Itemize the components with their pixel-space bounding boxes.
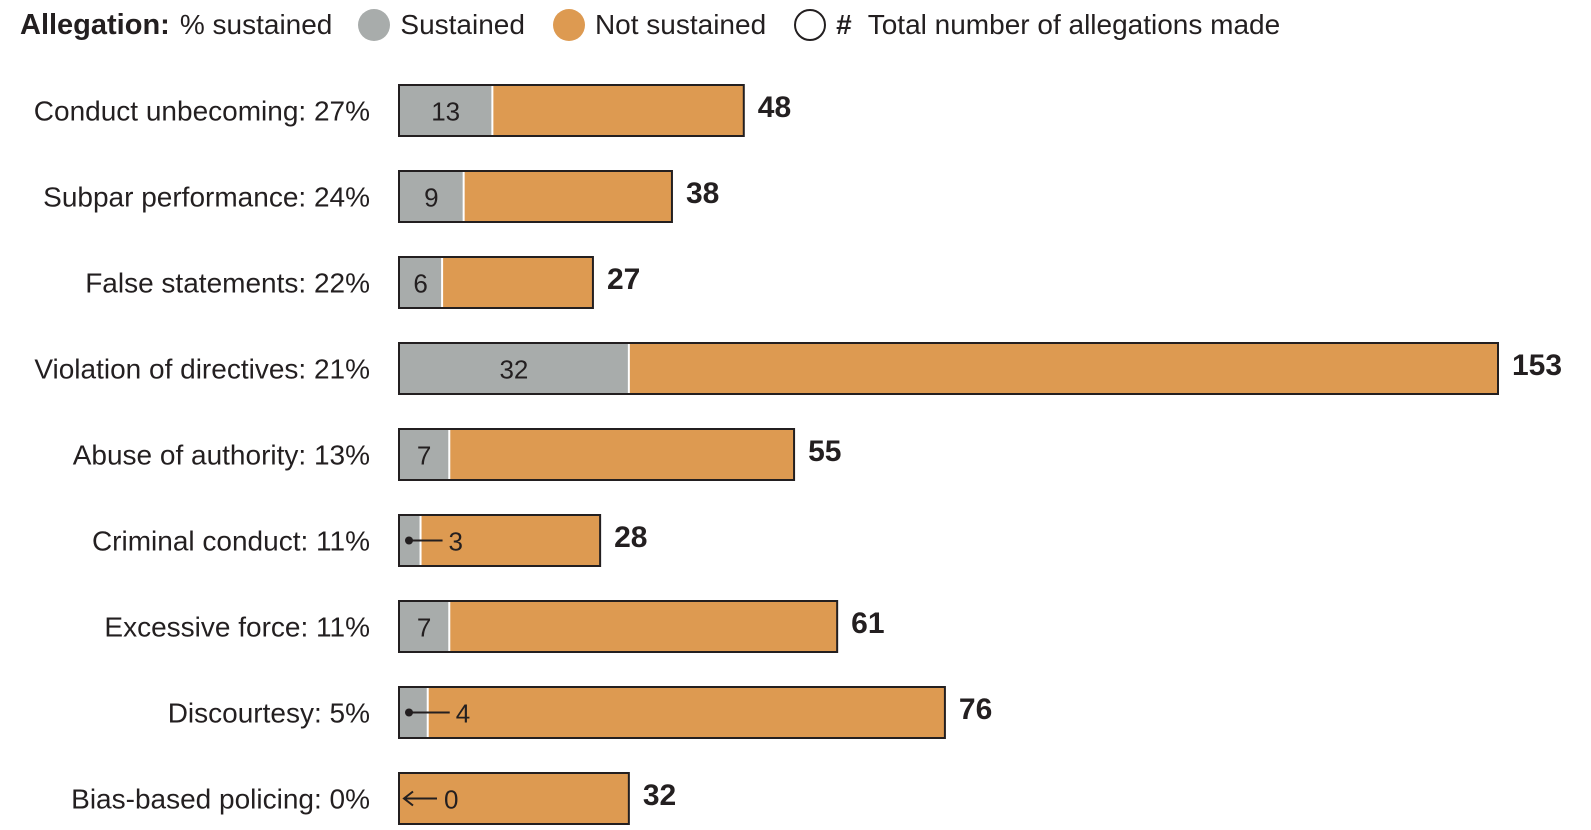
legend-label-total: Total number of allegations made	[867, 9, 1281, 40]
sustained-bar	[399, 601, 450, 652]
sustained-value-label: 6	[413, 269, 427, 299]
not-sustained-swatch	[552, 9, 585, 41]
not-sustained-bar	[463, 171, 672, 222]
sustained-bar	[399, 171, 464, 222]
total-outline	[398, 686, 946, 739]
total-outline	[398, 256, 594, 309]
not-sustained-bar	[628, 343, 1498, 394]
sustained-value-label: 0	[444, 785, 458, 815]
sustained-value-label: 4	[456, 699, 470, 729]
legend-title: Allegation:	[20, 8, 170, 41]
sustained-bar	[399, 343, 629, 394]
sustained-swatch	[358, 9, 391, 41]
legend-item-not-sustained: Not sustained	[552, 9, 767, 41]
not-sustained-bar	[399, 773, 629, 824]
total-value-label: 61	[851, 607, 884, 640]
total-value-label: 27	[607, 263, 640, 296]
not-sustained-bar	[427, 687, 945, 738]
total-value-label: 38	[686, 177, 719, 210]
sustained-value-label: 7	[417, 441, 431, 471]
total-swatch	[794, 9, 827, 41]
category-label: Discourtesy: 5%	[168, 698, 370, 729]
legend-label-sustained: Sustained	[400, 9, 525, 40]
sustained-value-label: 9	[424, 183, 438, 213]
category-label: Violation of directives: 21%	[34, 354, 370, 385]
not-sustained-bar	[449, 601, 838, 652]
category-label: Criminal conduct: 11%	[92, 526, 370, 557]
not-sustained-bar	[492, 85, 744, 136]
legend-total-symbol: #	[836, 9, 852, 40]
total-outline	[398, 170, 673, 223]
sustained-value-label: 7	[417, 613, 431, 643]
total-value-label: 153	[1512, 349, 1562, 382]
sustained-bar	[399, 429, 450, 480]
total-value-label: 76	[959, 693, 992, 726]
callout-arrowhead	[402, 790, 414, 807]
legend: Allegation: % sustained Sustained Not su…	[20, 0, 1580, 50]
legend-item-total: # Total number of allegations made	[794, 9, 1280, 41]
sustained-value-label: 32	[499, 355, 528, 385]
total-value-label: 55	[808, 435, 841, 468]
total-value-label: 48	[758, 91, 791, 124]
total-outline	[398, 600, 839, 653]
legend-label-not-sustained: Not sustained	[594, 9, 767, 40]
total-outline	[398, 772, 630, 825]
sustained-bar	[399, 85, 493, 136]
legend-subtitle: % sustained	[179, 9, 333, 40]
total-value-label: 28	[614, 521, 647, 554]
not-sustained-bar	[449, 429, 795, 480]
category-label: Bias-based policing: 0%	[71, 784, 370, 815]
category-label: Subpar performance: 24%	[43, 182, 370, 213]
sustained-value-label: 3	[449, 527, 463, 557]
category-label: Excessive force: 11%	[104, 612, 370, 643]
total-outline	[398, 84, 745, 137]
category-label: False statements: 22%	[85, 268, 370, 299]
category-label: Conduct unbecoming: 27%	[34, 96, 370, 127]
category-label: Abuse of authority: 13%	[73, 440, 370, 471]
legend-item-sustained: Sustained	[358, 9, 525, 41]
total-value-label: 32	[643, 779, 676, 812]
sustained-value-label: 13	[431, 97, 460, 127]
total-outline	[398, 514, 602, 567]
not-sustained-bar	[442, 257, 593, 308]
total-outline	[398, 428, 796, 481]
not-sustained-bar	[420, 515, 601, 566]
total-outline	[398, 342, 1499, 395]
sustained-bar	[399, 257, 443, 308]
